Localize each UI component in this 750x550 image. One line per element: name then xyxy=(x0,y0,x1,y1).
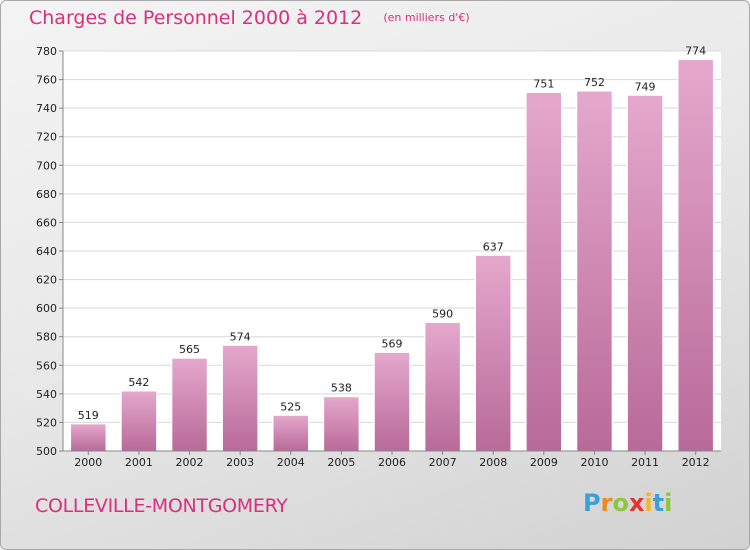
x-tick-label-2004: 2004 xyxy=(277,456,305,469)
y-tick-label: 640 xyxy=(36,245,57,258)
x-tick-label-2005: 2005 xyxy=(327,456,355,469)
y-tick-label: 520 xyxy=(36,416,57,429)
data-label-2012: 774 xyxy=(685,45,706,58)
bar-2002 xyxy=(171,357,208,452)
bar-2006 xyxy=(373,351,411,452)
bar-2010 xyxy=(576,90,613,452)
bar-2004 xyxy=(272,414,309,452)
logo-letter: o xyxy=(612,489,629,517)
y-tick-label: 680 xyxy=(36,188,57,201)
data-label-2009: 751 xyxy=(533,77,554,90)
data-label-2011: 749 xyxy=(635,80,656,93)
logo-letter: t xyxy=(652,489,665,517)
logo-letter: P xyxy=(583,489,601,517)
y-tick-label: 740 xyxy=(36,102,57,115)
y-tick-label: 780 xyxy=(36,45,57,58)
bar-2012 xyxy=(677,59,714,452)
data-label-2004: 525 xyxy=(280,400,301,413)
x-tick-label-2007: 2007 xyxy=(429,456,457,469)
bar-2005 xyxy=(323,396,360,452)
y-tick-label: 700 xyxy=(36,159,57,172)
bar-2003 xyxy=(221,344,259,452)
y-tick-label: 760 xyxy=(36,74,57,87)
x-tick-label-2010: 2010 xyxy=(580,456,608,469)
y-tick-label: 660 xyxy=(36,216,57,229)
x-tick-label-2002: 2002 xyxy=(176,456,204,469)
logo-letter: r xyxy=(600,489,613,517)
chart-title: Charges de Personnel 2000 à 2012 xyxy=(29,7,363,29)
data-label-2007: 590 xyxy=(432,307,453,320)
data-label-2003: 574 xyxy=(230,330,251,343)
x-tick-label-2008: 2008 xyxy=(479,456,507,469)
proxiti-logo: Proxiti xyxy=(583,489,672,517)
bar-2001 xyxy=(120,390,158,452)
bar-2008 xyxy=(475,254,512,452)
x-tick-label-2001: 2001 xyxy=(125,456,153,469)
y-tick-label: 600 xyxy=(36,302,57,315)
y-tick-label: 540 xyxy=(36,388,57,401)
logo-letter: i xyxy=(644,489,653,517)
data-label-2005: 538 xyxy=(331,382,352,395)
y-tick-label: 720 xyxy=(36,131,57,144)
y-tick-label: 560 xyxy=(36,359,57,372)
data-label-2001: 542 xyxy=(128,376,149,389)
chart-subtitle: (en milliers d'€) xyxy=(383,11,470,24)
x-tick-label-2011: 2011 xyxy=(631,456,659,469)
town-name: COLLEVILLE-MONTGOMERY xyxy=(35,495,288,517)
y-tick-label: 620 xyxy=(36,274,57,287)
x-tick-label-2003: 2003 xyxy=(226,456,254,469)
data-label-2010: 752 xyxy=(584,76,605,89)
data-label-2006: 569 xyxy=(382,337,403,350)
y-tick-label: 580 xyxy=(36,331,57,344)
bar-2011 xyxy=(626,94,664,452)
x-tick-label-2012: 2012 xyxy=(682,456,710,469)
bar-2009 xyxy=(525,91,563,452)
x-tick-label-2006: 2006 xyxy=(378,456,406,469)
data-label-2000: 519 xyxy=(78,409,99,422)
x-tick-label-2009: 2009 xyxy=(530,456,558,469)
logo-letter: i xyxy=(664,489,673,517)
bar-2007 xyxy=(424,321,461,452)
x-tick-label-2000: 2000 xyxy=(74,456,102,469)
title-row: Charges de Personnel 2000 à 2012 (en mil… xyxy=(29,7,470,29)
logo-letter: x xyxy=(628,489,645,517)
y-tick-label: 500 xyxy=(36,445,57,458)
data-label-2008: 637 xyxy=(483,240,504,253)
data-label-2002: 565 xyxy=(179,343,200,356)
bar-2000 xyxy=(70,423,107,452)
